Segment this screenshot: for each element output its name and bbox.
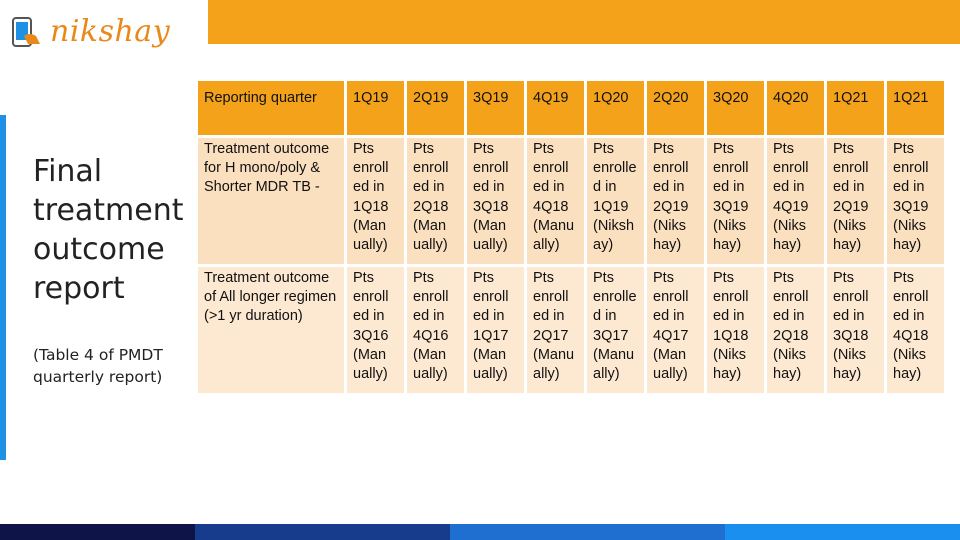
outcome-report-table: Reporting quarter 1Q19 2Q19 3Q19 4Q19 1Q20 2Q2…	[195, 78, 947, 396]
phone-hand-icon	[12, 17, 40, 47]
table-cell: Pts enroll ed in 3Q18 (Niks hay)	[827, 267, 884, 393]
table-row: Treatment outcome for H mono/poly & Shor…	[198, 138, 944, 264]
row-label-cell: Treatment outcome of All longer regimen …	[198, 267, 344, 393]
table-cell: Pts enroll ed in 3Q19 (Niks hay)	[707, 138, 764, 264]
table-cell: Pts enroll ed in 4Q18 (Manu ally)	[527, 138, 584, 264]
header-cell-quarter: 1Q21	[887, 81, 944, 135]
top-accent-bar	[208, 0, 960, 44]
table-cell: Pts enroll ed in 1Q17 (Man ually)	[467, 267, 524, 393]
page-subtitle: (Table 4 of PMDT quarterly report)	[33, 346, 163, 386]
table-cell: Pts enroll ed in 4Q18 (Niks hay)	[887, 267, 944, 393]
table-cell: Pts enroll ed in 2Q18 (Man ually)	[407, 138, 464, 264]
row-label-cell: Treatment outcome for H mono/poly & Shor…	[198, 138, 344, 264]
table-cell: Pts enroll ed in 3Q16 (Man ually)	[347, 267, 404, 393]
table-cell: Pts enroll ed in 4Q16 (Man ually)	[407, 267, 464, 393]
footer-segment	[450, 524, 725, 540]
table-cell: Pts enroll ed in 3Q18 (Man ually)	[467, 138, 524, 264]
table-cell: Pts enroll ed in 4Q19 (Niks hay)	[767, 138, 824, 264]
footer-segment	[725, 524, 960, 540]
table-cell: Pts enrolle d in 1Q19 (Niksh ay)	[587, 138, 644, 264]
left-accent-bar	[0, 115, 6, 460]
table-cell: Pts enroll ed in 4Q17 (Man ually)	[647, 267, 704, 393]
header-cell-quarter: 3Q19	[467, 81, 524, 135]
table-header-row: Reporting quarter 1Q19 2Q19 3Q19 4Q19 1Q20 2Q2…	[198, 81, 944, 135]
table-cell: Pts enroll ed in 1Q18 (Man ually)	[347, 138, 404, 264]
table-cell: Pts enroll ed in 2Q19 (Niks hay)	[647, 138, 704, 264]
table-cell: Pts enroll ed in 2Q17 (Manu ally)	[527, 267, 584, 393]
header-cell-quarter: 3Q20	[707, 81, 764, 135]
table-row: Treatment outcome of All longer regimen …	[198, 267, 944, 393]
header-cell-quarter: 2Q19	[407, 81, 464, 135]
header-cell-quarter: 4Q19	[527, 81, 584, 135]
header-cell-quarter: 4Q20	[767, 81, 824, 135]
header-cell-quarter: 1Q21	[827, 81, 884, 135]
logo-wordmark: nikshay	[50, 14, 171, 49]
table-cell: Pts enroll ed in 2Q18 (Niks hay)	[767, 267, 824, 393]
header-cell-quarter: 2Q20	[647, 81, 704, 135]
table-cell: Pts enroll ed in 2Q19 (Niks hay)	[827, 138, 884, 264]
footer-bar	[0, 524, 960, 540]
footer-segment	[195, 524, 450, 540]
table-cell: Pts enroll ed in 3Q19 (Niks hay)	[887, 138, 944, 264]
table-cell: Pts enroll ed in 1Q18 (Niks hay)	[707, 267, 764, 393]
footer-segment	[0, 524, 195, 540]
table-cell: Pts enrolle d in 3Q17 (Manu ally)	[587, 267, 644, 393]
header-cell-quarter: 1Q20	[587, 81, 644, 135]
header-cell-reporting-quarter: Reporting quarter	[198, 81, 344, 135]
page-title: Final treatment outcome report	[33, 154, 184, 306]
nikshay-logo: nikshay	[10, 12, 170, 54]
header-cell-quarter: 1Q19	[347, 81, 404, 135]
